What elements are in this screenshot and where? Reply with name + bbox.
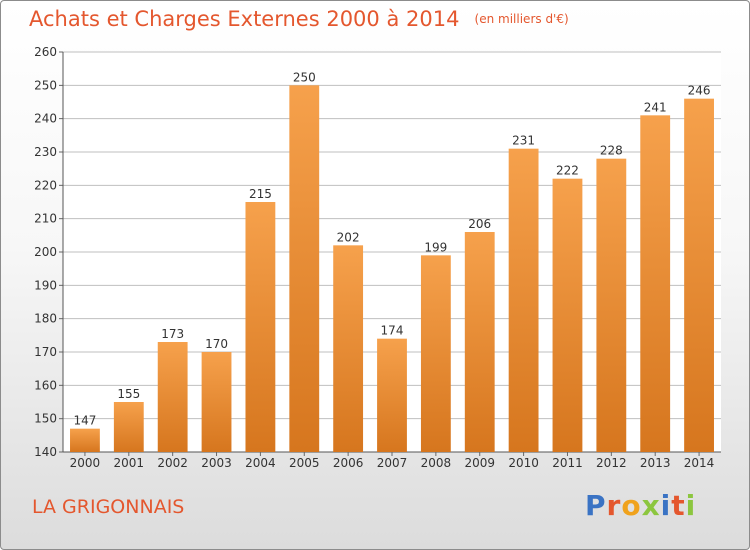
y-tick-label: 230	[34, 145, 57, 159]
place-name: LA GRIGONNAIS	[32, 496, 185, 518]
x-tick-label: 2003	[201, 456, 232, 470]
logo-letter: t	[671, 489, 686, 522]
y-tick-label: 260	[34, 45, 57, 59]
bar	[333, 245, 364, 452]
bar-value-label: 147	[73, 414, 96, 428]
logo-letter: o	[621, 489, 642, 522]
bar-value-label: 170	[205, 337, 228, 351]
x-tick-label: 2010	[508, 456, 539, 470]
x-tick-label: 2013	[640, 456, 671, 470]
x-tick-label: 2009	[464, 456, 495, 470]
bar	[201, 352, 232, 452]
bar-value-label: 215	[249, 187, 272, 201]
proxiti-logo[interactable]: Proxiti	[585, 489, 696, 522]
bar	[552, 178, 583, 452]
bar	[289, 85, 320, 452]
bar-value-label: 155	[117, 387, 140, 401]
x-tick-label: 2002	[157, 456, 188, 470]
y-tick-label: 240	[34, 112, 57, 126]
logo-letter: i	[685, 489, 697, 522]
bar-value-label: 199	[424, 240, 447, 254]
logo-letter: x	[641, 489, 661, 522]
y-tick-label: 150	[34, 412, 57, 426]
bar	[377, 338, 407, 452]
bar-value-label: 173	[161, 327, 184, 341]
x-tick-label: 2012	[596, 456, 627, 470]
y-tick-label: 220	[34, 178, 57, 192]
y-tick-label: 170	[34, 345, 57, 359]
x-tick-label: 2004	[245, 456, 276, 470]
bar	[464, 232, 495, 452]
bar	[640, 115, 671, 452]
y-tick-label: 180	[34, 312, 57, 326]
logo-letter: i	[660, 489, 672, 522]
x-tick-label: 2006	[333, 456, 364, 470]
bar-value-label: 246	[688, 84, 711, 98]
chart-title: Achats et Charges Externes 2000 à 2014	[29, 7, 460, 31]
bar-value-label: 222	[556, 164, 579, 178]
logo-letter: r	[606, 489, 622, 522]
x-tick-label: 2005	[289, 456, 320, 470]
y-tick-label: 200	[34, 245, 57, 259]
chart-subtitle: (en milliers d'€)	[474, 12, 569, 26]
bar	[245, 202, 276, 452]
y-tick-label: 160	[34, 378, 57, 392]
bar	[596, 158, 627, 452]
chart-title-row: Achats et Charges Externes 2000 à 2014 (…	[29, 7, 569, 31]
x-tick-label: 2007	[377, 456, 408, 470]
bar-value-label: 250	[293, 70, 316, 84]
y-tick-label: 250	[34, 78, 57, 92]
x-tick-label: 2008	[421, 456, 452, 470]
y-tick-label: 140	[34, 445, 57, 459]
y-tick-label: 190	[34, 278, 57, 292]
bar-value-label: 228	[600, 144, 623, 158]
bar	[113, 402, 144, 452]
x-tick-label: 2000	[70, 456, 101, 470]
y-tick-label: 210	[34, 212, 57, 226]
bar	[70, 428, 100, 452]
bar-value-label: 206	[468, 217, 491, 231]
bar	[420, 255, 451, 452]
bar-value-label: 231	[512, 134, 535, 148]
bar-value-label: 241	[644, 100, 667, 114]
x-tick-label: 2011	[552, 456, 583, 470]
x-tick-label: 2014	[684, 456, 715, 470]
x-tick-label: 2001	[114, 456, 145, 470]
logo-letter: P	[585, 489, 607, 522]
bar	[508, 148, 539, 452]
bar	[157, 342, 188, 452]
bar-value-label: 202	[337, 230, 360, 244]
bar	[684, 98, 714, 453]
bar-value-label: 174	[381, 324, 404, 338]
